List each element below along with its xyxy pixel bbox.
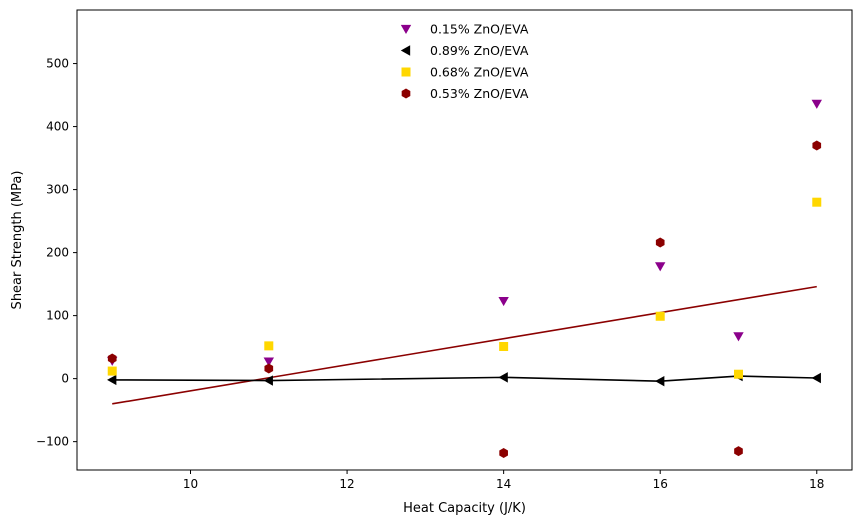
series-2-point bbox=[498, 372, 508, 383]
y-tick-label: 100 bbox=[46, 309, 69, 323]
series-3-point bbox=[733, 369, 743, 379]
x-tick-label: 16 bbox=[653, 477, 668, 491]
legend-marker bbox=[400, 24, 412, 34]
series-2-point bbox=[811, 372, 821, 384]
series-4-point bbox=[734, 446, 743, 457]
y-tick-label: 200 bbox=[46, 246, 69, 260]
legend-label: 0.53% ZnO/EVA bbox=[430, 86, 529, 101]
y-tick-label: 0 bbox=[61, 372, 69, 386]
y-tick-label: −100 bbox=[36, 435, 69, 449]
series-2-point bbox=[655, 375, 665, 387]
series-4-point bbox=[499, 447, 508, 458]
x-tick-label: 18 bbox=[809, 477, 824, 491]
series-4-point bbox=[264, 363, 274, 374]
series-3-point bbox=[499, 341, 509, 351]
series-3-point bbox=[655, 311, 665, 321]
y-tick-label: 400 bbox=[46, 120, 69, 134]
series-4-point bbox=[812, 140, 822, 151]
series-3-point bbox=[812, 197, 822, 207]
legend-label: 0.68% ZnO/EVA bbox=[430, 65, 529, 80]
chart-marks bbox=[107, 99, 822, 458]
legend-marker bbox=[401, 88, 411, 99]
x-tick-label: 10 bbox=[183, 477, 198, 491]
series-1-point bbox=[498, 296, 509, 307]
y-axis-label: Shear Strength (MPa) bbox=[10, 171, 25, 310]
series-1-point bbox=[811, 99, 822, 109]
plot-area bbox=[76, 9, 853, 471]
legend-label: 0.15% ZnO/EVA bbox=[430, 22, 529, 37]
trend-line bbox=[112, 285, 817, 405]
x-tick-label: 12 bbox=[339, 477, 354, 491]
series-1-point bbox=[263, 357, 274, 367]
series-4-point bbox=[107, 353, 117, 364]
y-axis-ticks: −100 0 100 200 300 400 500 bbox=[36, 57, 77, 449]
series-2-point bbox=[107, 374, 117, 386]
series-2-line bbox=[112, 375, 817, 382]
series-4-point bbox=[655, 237, 665, 248]
series-3-point bbox=[107, 366, 117, 376]
series-2-point bbox=[263, 375, 273, 386]
x-tick-label: 14 bbox=[496, 477, 511, 491]
y-tick-label: 300 bbox=[46, 183, 69, 197]
legend-label: 0.89% ZnO/EVA bbox=[430, 43, 529, 58]
series-1-point bbox=[733, 332, 744, 342]
legend-marker bbox=[401, 67, 411, 77]
series-3-point bbox=[264, 341, 274, 351]
x-axis-label: Heat Capacity (J/K) bbox=[403, 501, 526, 516]
legend: 0.15% ZnO/EVA 0.89% ZnO/EVA 0.68% ZnO/EVA 0… bbox=[400, 22, 529, 101]
series-1-point bbox=[655, 262, 666, 272]
y-tick-label: 500 bbox=[46, 57, 69, 71]
legend-marker bbox=[400, 45, 411, 56]
x-axis-ticks: 10 12 14 16 18 bbox=[183, 470, 824, 491]
